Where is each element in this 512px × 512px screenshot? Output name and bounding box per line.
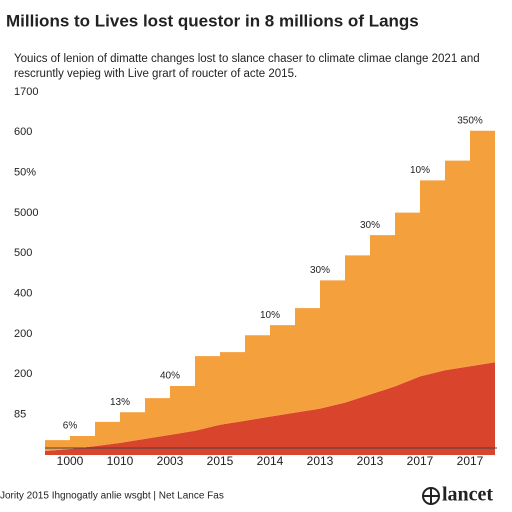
y-tick-label: 85 [14,409,26,421]
y-tick-label: 500 [14,247,32,259]
x-tick-label: 1010 [107,454,134,468]
logo-icon [422,487,440,505]
x-tick-label: 2017 [457,454,484,468]
annotation: 30% [310,265,330,276]
area [45,113,495,451]
y-tick-label: 50% [14,167,36,179]
chart-title: Millions to Lives lost questor in 8 mill… [6,11,419,30]
x-tick-label: 2013 [357,454,384,468]
annotation: 10% [260,310,280,321]
subtitle: Youics of lenion of dimatte changes lost… [14,53,480,65]
x-tick-label: 2003 [157,454,184,468]
annotation: 30% [360,220,380,231]
y-tick-label: 1700 [14,86,38,98]
subtitle: rescruntly vepieg with Live grart of rou… [14,68,297,80]
y-tick-label: 600 [14,126,32,138]
y-tick-label: 200 [14,368,32,380]
y-tick-label: 5000 [14,207,38,219]
annotation: 350% [457,115,483,126]
area [45,362,495,455]
x-tick-label: 2017 [407,454,434,468]
annotation: 13% [110,397,130,408]
annotation: 40% [160,371,180,382]
footer: Jority 2015 Ihgnogatly anlie wsgbt | Net… [0,491,224,502]
annotation: 6% [63,421,78,432]
y-tick-label: 400 [14,288,32,300]
logo: lancet [442,484,493,506]
y-tick-label: 200 [14,328,32,340]
x-tick-label: 1000 [57,454,84,468]
x-tick-label: 2013 [307,454,334,468]
x-tick-label: 2014 [257,454,284,468]
x-tick-label: 2015 [207,454,234,468]
annotation: 10% [410,165,430,176]
